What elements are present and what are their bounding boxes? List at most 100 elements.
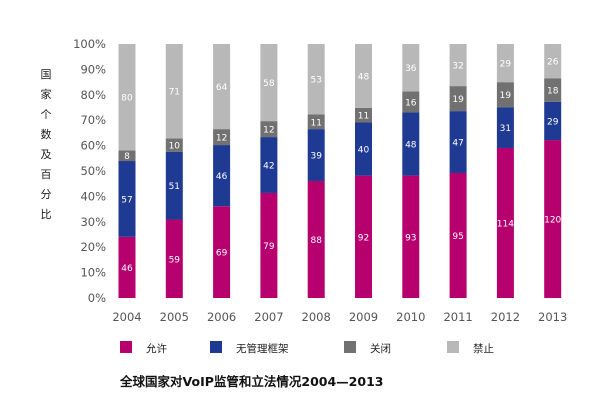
bar-segment: [402, 112, 420, 176]
data-label: 71: [169, 88, 180, 98]
data-label: 10: [169, 142, 181, 152]
x-axis-ticks: 2004 2005 2006 2007 2008 2009 2010 2011 2012 2013: [112, 310, 567, 324]
x-tick-label: 2013: [538, 310, 567, 324]
data-label: 29: [500, 60, 512, 70]
bar-segment: [213, 206, 231, 298]
chart-title: 全球国家对VoIP监管和立法情况2004—2013: [119, 374, 383, 389]
bar-segment: [260, 121, 278, 138]
data-label: 120: [544, 216, 561, 226]
data-label: 59: [169, 255, 181, 265]
data-label: 53: [310, 76, 321, 86]
x-tick-label: 2007: [254, 310, 283, 324]
y-tick-label: 30%: [80, 215, 106, 229]
bar-segment: [118, 150, 136, 162]
data-label: 47: [452, 139, 463, 149]
data-label: 8: [124, 152, 130, 162]
bar-segment: [307, 180, 325, 298]
bar-segment: [544, 44, 562, 79]
y-axis-label-char: 数: [41, 128, 52, 141]
bar-segment: [496, 147, 514, 298]
x-tick-label: 2004: [112, 310, 141, 324]
y-tick-label: 50%: [80, 164, 106, 178]
bar-segment: [260, 192, 278, 298]
y-axis-label-char: 分: [41, 188, 52, 201]
bar-segment: [449, 172, 467, 298]
legend-label: 无管理框架: [236, 342, 289, 355]
data-label: 12: [216, 134, 227, 144]
bar-segment: [355, 122, 372, 176]
data-label: 26: [547, 58, 559, 68]
data-label: 40: [358, 146, 370, 156]
x-tick-label: 2012: [491, 310, 520, 324]
data-label: 36: [405, 64, 417, 74]
bar-stack-2006: 69 46 12 64: [213, 44, 231, 298]
bar-stack-2013: 120 29 18 26: [544, 44, 562, 298]
x-tick-label: 2008: [302, 310, 331, 324]
data-label: 46: [121, 264, 133, 274]
y-tick-label: 40%: [80, 189, 106, 203]
legend-item: 禁止: [447, 341, 494, 355]
bar-segment: [260, 137, 278, 193]
x-tick-label: 2011: [443, 310, 472, 324]
x-tick-label: 2009: [349, 310, 378, 324]
data-label: 16: [405, 98, 417, 108]
data-label: 80: [121, 94, 133, 104]
legend-swatch: [344, 341, 356, 353]
bar-segment: [355, 44, 372, 108]
bar-segment: [402, 175, 420, 298]
legend-label: 关闭: [370, 342, 391, 355]
data-label: 11: [358, 112, 369, 122]
bar-segment: [449, 44, 467, 87]
data-label: 19: [452, 95, 464, 105]
y-tick-label: 100%: [73, 37, 106, 51]
bar-stack-2004: 46 57 8 80: [118, 44, 136, 298]
y-tick-label: 60%: [80, 139, 106, 153]
data-label: 58: [263, 79, 275, 89]
bar-segment: [449, 86, 467, 112]
bar-segment: [307, 129, 325, 181]
data-label: 11: [310, 118, 321, 128]
data-label: 29: [547, 117, 559, 127]
y-tick-label: 80%: [80, 88, 106, 102]
data-label: 48: [358, 72, 370, 82]
bar-segment: [544, 78, 562, 102]
bar-segment: [260, 44, 278, 122]
data-label: 95: [452, 232, 463, 242]
data-label: 31: [500, 124, 511, 134]
bar-segment: [165, 219, 183, 298]
bar-segment: [402, 44, 420, 92]
data-label: 48: [405, 141, 417, 151]
y-axis-label-char: 比: [41, 208, 52, 221]
data-label: 114: [497, 219, 514, 229]
x-tick-label: 2010: [396, 310, 425, 324]
y-tick-label: 90%: [80, 62, 106, 76]
bar-segment: [355, 107, 372, 123]
bar-segment: [449, 111, 467, 173]
legend-label: 允许: [146, 342, 167, 355]
y-axis-ticks: 0% 10% 20% 30% 40% 50% 60% 70% 80% 90% 100%: [73, 37, 106, 305]
bar-segment: [118, 236, 136, 298]
y-axis-label-char: 及: [41, 148, 52, 161]
legend-item: 关闭: [344, 341, 391, 355]
bar-segment: [165, 138, 183, 152]
bar-segment: [307, 114, 325, 130]
y-tick-label: 0%: [88, 291, 106, 305]
x-tick-label: 2005: [160, 310, 189, 324]
data-label: 46: [216, 172, 228, 182]
data-label: 79: [263, 242, 275, 252]
bar-segment: [165, 151, 183, 220]
bar-segment: [355, 175, 372, 298]
y-tick-label: 10%: [80, 266, 106, 280]
data-label: 88: [310, 236, 322, 246]
bar-segment: [307, 44, 325, 115]
data-label: 12: [263, 126, 274, 136]
data-label: 69: [216, 249, 228, 259]
bars: 46 57 8 80 59 51 10 71 69 46 12 64 79 42 12 58 88 39 11 53 9…: [118, 44, 562, 298]
legend-swatch: [447, 341, 459, 353]
data-label: 64: [216, 83, 228, 93]
data-label: 39: [310, 152, 322, 162]
data-label: 92: [358, 233, 369, 243]
data-label: 32: [452, 62, 463, 72]
bar-stack-2010: 93 48 16 36: [402, 44, 420, 298]
